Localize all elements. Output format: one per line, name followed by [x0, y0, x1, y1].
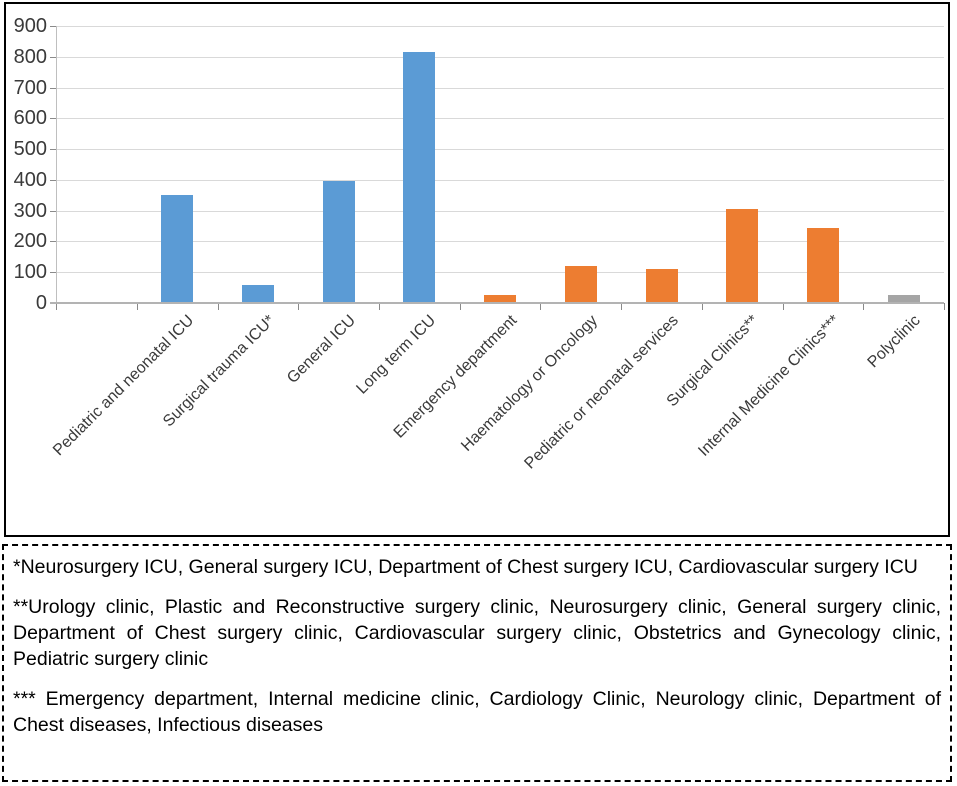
y-axis-label: 400 [13, 168, 47, 191]
bar [726, 209, 759, 303]
y-tick [50, 56, 56, 58]
x-tick [378, 303, 380, 310]
footnote-1: *Neurosurgery ICU, General surgery ICU, … [13, 556, 918, 578]
bar [161, 195, 194, 303]
y-tick [50, 118, 56, 120]
bar [322, 181, 355, 303]
y-axis-label: 500 [13, 138, 47, 161]
bar [887, 295, 920, 303]
footnote-box: *Neurosurgery ICU, General surgery ICU, … [2, 544, 952, 782]
x-tick [863, 303, 865, 310]
x-tick [701, 303, 703, 310]
gridline [56, 149, 944, 151]
y-tick [50, 210, 56, 212]
x-axis-label: Pediatric or neonatal services [521, 312, 682, 473]
bar [241, 284, 274, 303]
x-tick [540, 303, 542, 310]
x-tick [136, 303, 138, 310]
x-axis-label: Haematology or Oncology [457, 312, 601, 455]
x-tick [298, 303, 300, 310]
x-tick [217, 303, 219, 310]
y-tick [50, 179, 56, 181]
y-axis-label: 300 [13, 199, 47, 222]
y-tick [50, 26, 56, 27]
y-axis-label: 800 [13, 45, 47, 68]
gridline [56, 241, 944, 243]
gridline [56, 118, 944, 120]
y-tick [50, 87, 56, 89]
gridline [56, 87, 944, 89]
x-axis-label: General ICU [283, 312, 359, 387]
gridline [56, 179, 944, 181]
bar-chart: 0 100 200 300 400 500 600 700 800 900 Pediatric an… [4, 2, 950, 537]
x-tick [621, 303, 623, 310]
x-tick [782, 303, 784, 310]
y-axis-label: 100 [13, 261, 47, 284]
bar [645, 269, 678, 303]
x-axis-label: Long term ICU [353, 312, 440, 398]
gridline [56, 272, 944, 274]
x-axis-label: Internal Medicine Clinics*** [695, 312, 843, 460]
gridline [56, 56, 944, 58]
y-tick [50, 149, 56, 151]
bar [564, 266, 597, 303]
bar [484, 295, 516, 303]
y-axis-label: 0 [35, 292, 47, 314]
x-tick [459, 303, 461, 310]
x-tick [56, 303, 57, 310]
y-tick [50, 241, 56, 243]
bar [403, 52, 436, 303]
x-axis-line [50, 302, 944, 304]
plot-area: 0 100 200 300 400 500 600 700 800 900 Pediatric an… [6, 4, 948, 535]
y-tick [50, 272, 56, 274]
y-axis-label: 900 [13, 15, 47, 37]
y-axis-line [56, 26, 57, 303]
x-axis-label: Pediatric and neonatal ICU [49, 312, 198, 460]
y-axis-label: 600 [13, 107, 47, 130]
footnote-2: **Urology clinic, Plastic and Reconstruc… [13, 596, 941, 670]
x-tick [944, 303, 945, 310]
gridline [56, 26, 944, 27]
x-axis-label: Polyclinic [864, 312, 924, 372]
footnote-3: *** Emergency department, Internal medic… [13, 688, 941, 736]
bar [806, 227, 839, 303]
y-axis-label: 200 [13, 230, 47, 253]
y-axis-label: 700 [13, 76, 47, 99]
gridline [56, 210, 944, 212]
